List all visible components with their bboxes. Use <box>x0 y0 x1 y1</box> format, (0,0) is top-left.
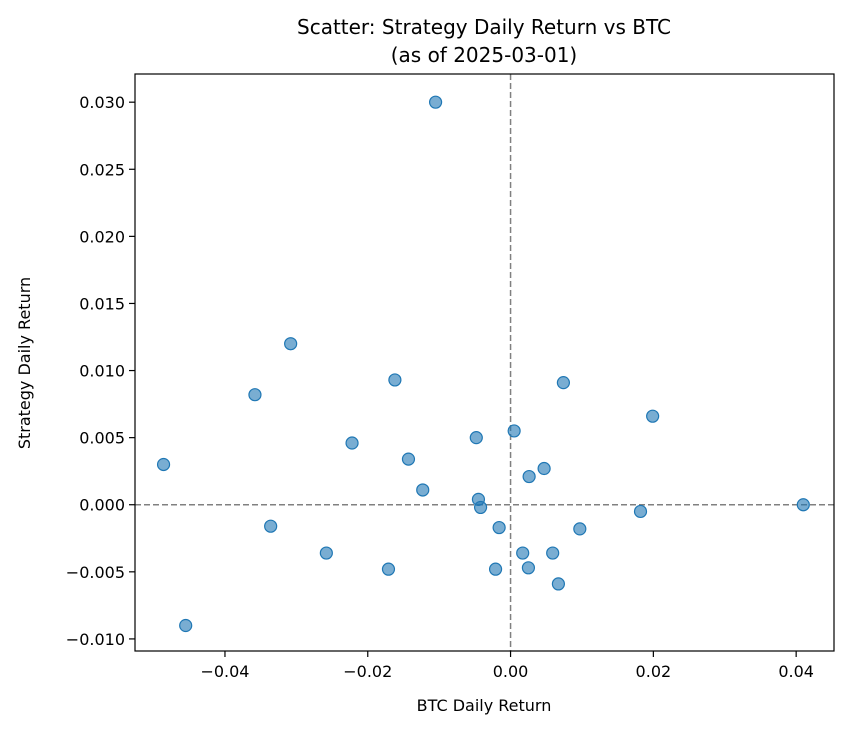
y-tick-label: −0.010 <box>66 630 125 649</box>
y-tick-label: 0.005 <box>79 429 125 448</box>
data-point-15 <box>473 500 488 515</box>
data-point-26 <box>521 561 536 575</box>
data-point-20 <box>573 522 587 536</box>
y-tick-label: 0.020 <box>79 227 125 246</box>
data-point-8 <box>345 436 359 450</box>
data-point-5 <box>646 409 660 423</box>
y-tick-label: 0.010 <box>79 362 125 381</box>
data-point-9 <box>401 452 416 466</box>
data-point-10 <box>156 457 171 472</box>
data-point-19 <box>492 520 506 535</box>
data-point-18 <box>264 519 278 533</box>
x-tick-label: −0.04 <box>200 662 249 681</box>
data-point-0 <box>428 95 443 109</box>
x-tick-label: 0.00 <box>493 662 529 681</box>
data-point-21 <box>319 546 333 560</box>
data-point-6 <box>507 424 521 438</box>
data-point-2 <box>388 373 402 387</box>
y-tick-label: −0.005 <box>66 563 125 582</box>
data-point-16 <box>796 498 810 512</box>
plot-frame <box>134 73 835 652</box>
data-point-22 <box>516 546 530 560</box>
data-point-23 <box>546 546 560 560</box>
data-point-24 <box>381 562 396 576</box>
data-point-27 <box>551 577 565 591</box>
data-point-28 <box>179 618 193 633</box>
plot-area: −0.04 −0.02 0.00 0.02 0.04 −0.010 −0.005 0.000 0… <box>66 73 835 681</box>
y-tick-label: 0.030 <box>79 93 125 112</box>
y-axis-label: Strategy Daily Return <box>15 277 34 449</box>
data-point-13 <box>416 483 430 497</box>
data-point-1 <box>284 337 298 351</box>
chart-subtitle: (as of 2025-03-01) <box>391 43 578 67</box>
y-tick-label: 0.015 <box>79 294 125 313</box>
x-tick-label: 0.04 <box>778 662 814 681</box>
y-tick-label: 0.025 <box>79 160 125 179</box>
data-point-25 <box>488 562 503 576</box>
data-point-3 <box>248 388 262 402</box>
x-tick-label: 0.02 <box>636 662 672 681</box>
data-point-7 <box>469 431 483 445</box>
y-tick-label: 0.000 <box>79 496 125 515</box>
data-point-12 <box>522 469 536 484</box>
data-point-11 <box>537 461 551 476</box>
x-axis-label: BTC Daily Return <box>417 696 552 715</box>
x-tick-label: −0.02 <box>343 662 392 681</box>
chart-title: Scatter: Strategy Daily Return vs BTC <box>297 15 671 39</box>
data-point-4 <box>556 376 570 390</box>
data-point-17 <box>633 504 648 519</box>
